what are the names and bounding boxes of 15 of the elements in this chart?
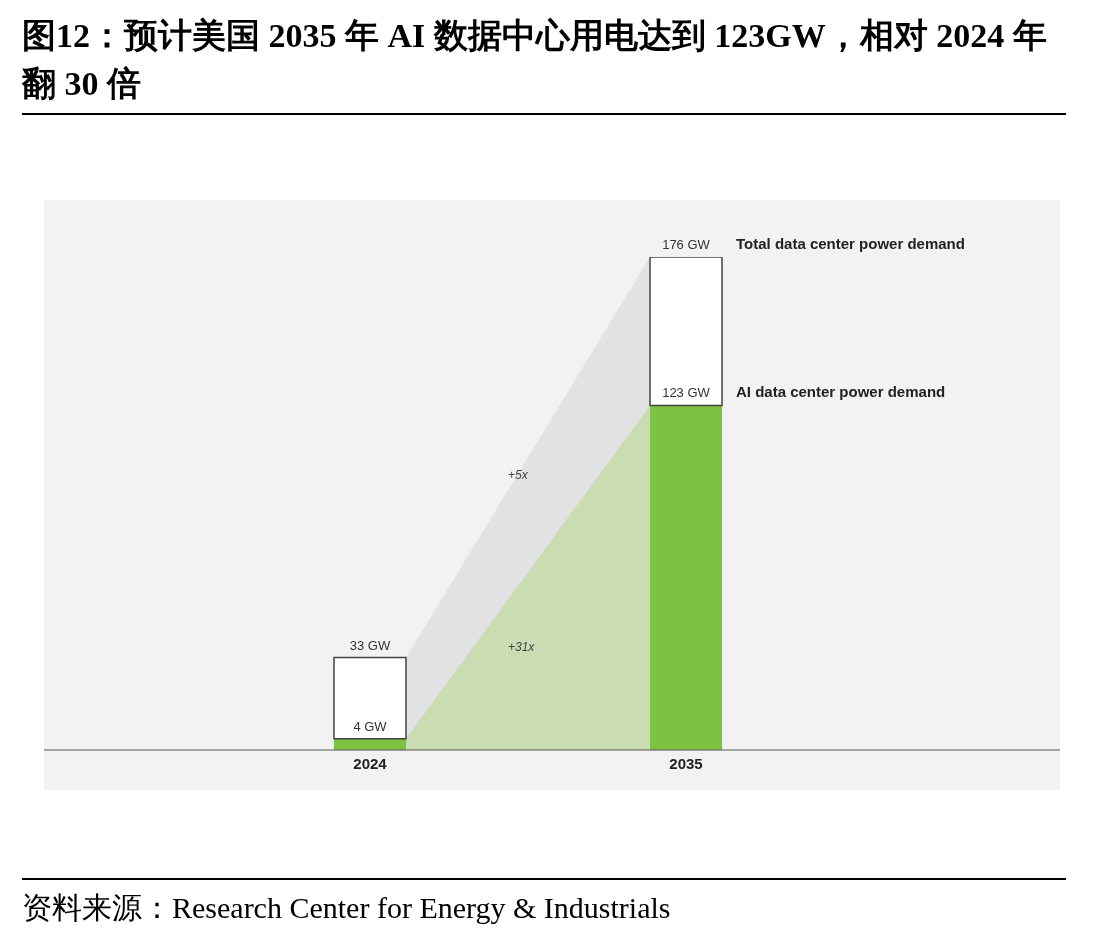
- x-tick-label: 2035: [669, 754, 703, 772]
- text: 资料来源：Research Center for Energy & Industrials: [22, 890, 671, 926]
- total-label: 33 GW: [349, 637, 391, 653]
- data-label: 123 GW: [662, 385, 711, 401]
- total-label: 176 GW: [662, 237, 711, 252]
- bar: [333, 656, 407, 740]
- series-label: Total data center power demand: [736, 235, 965, 252]
- data-label: 4 GW: [353, 718, 388, 734]
- bar: [650, 405, 722, 750]
- x-tick-label: 2024: [353, 754, 388, 772]
- bar: [649, 257, 723, 407]
- chart-title: 图12：预计美国 2035 年 AI 数据中心用电达到 123GW，相对 2024 年翻 30 倍: [22, 16, 1048, 104]
- series-label: AI data center power demand: [736, 383, 946, 401]
- annotation: +5x: [508, 467, 529, 482]
- annotation: +31x: [508, 640, 536, 655]
